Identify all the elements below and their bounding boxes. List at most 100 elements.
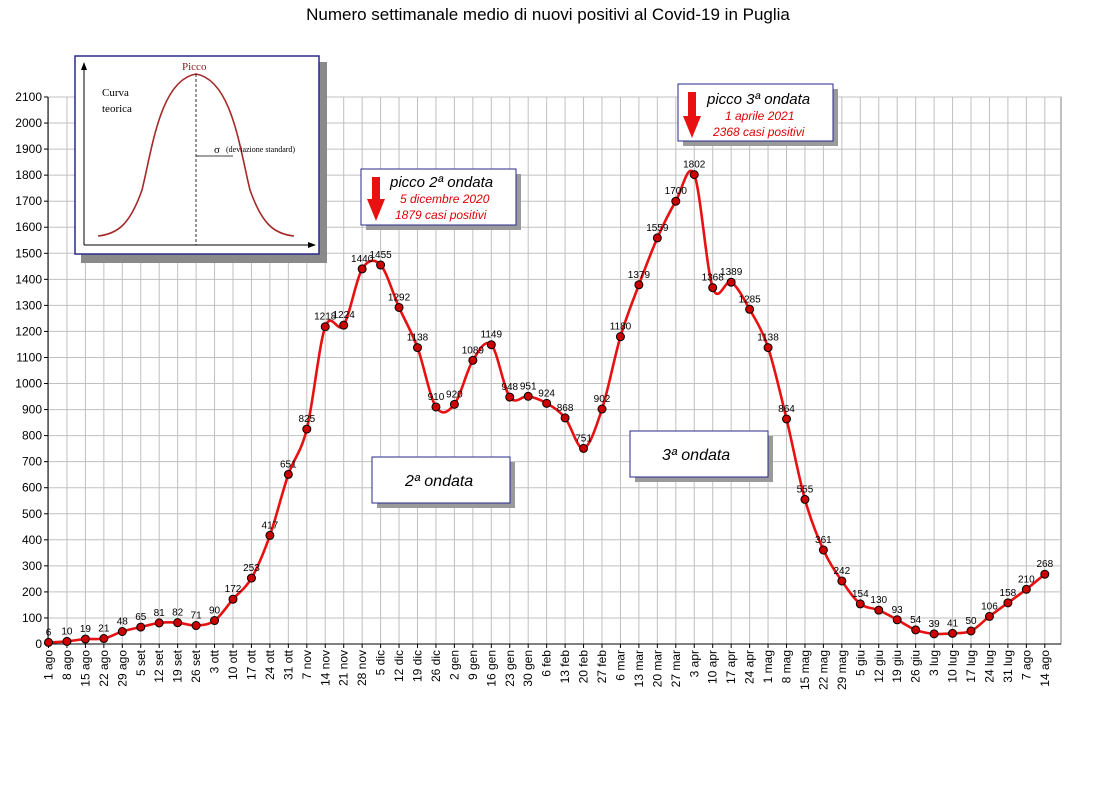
peak3-annotation: picco 3ª ondata 1 aprile 2021 2368 casi … bbox=[677, 83, 838, 146]
peak2-box bbox=[360, 168, 517, 226]
x-tick-label: 20 feb bbox=[577, 650, 591, 684]
x-tick-label: 5 giu bbox=[853, 650, 867, 676]
x-tick-label: 10 apr bbox=[706, 650, 720, 684]
x-tick-label: 23 gen bbox=[503, 650, 517, 687]
x-tick-label: 10 lug bbox=[946, 650, 960, 683]
data-label: 253 bbox=[243, 563, 260, 574]
data-point bbox=[911, 625, 921, 635]
data-point bbox=[745, 304, 755, 314]
data-point bbox=[246, 573, 256, 583]
inset-peak-label: Picco bbox=[182, 61, 207, 73]
data-label: 210 bbox=[1018, 574, 1035, 585]
y-tick-label: 1600 bbox=[15, 220, 42, 234]
x-tick-label: 22 ago bbox=[97, 650, 111, 687]
x-tick-label: 15 ago bbox=[78, 650, 92, 687]
data-label: 65 bbox=[135, 612, 147, 623]
data-point bbox=[671, 196, 681, 206]
data-label: 154 bbox=[852, 589, 869, 600]
x-tick-label: 19 set bbox=[171, 649, 185, 682]
data-point bbox=[357, 264, 367, 274]
inset-curve-label-1: Curva bbox=[102, 87, 129, 99]
x-tick-label: 26 dic bbox=[429, 650, 443, 682]
data-point bbox=[542, 398, 552, 408]
y-tick-label: 1000 bbox=[15, 377, 42, 391]
peak3-title: picco 3ª ondata bbox=[706, 91, 810, 108]
data-point bbox=[283, 469, 293, 479]
data-point bbox=[523, 391, 533, 401]
data-point bbox=[154, 618, 164, 628]
x-tick-label: 30 gen bbox=[521, 650, 535, 687]
x-tick-label: 16 gen bbox=[484, 650, 498, 687]
data-point bbox=[708, 283, 718, 293]
x-tick-label: 9 gen bbox=[466, 650, 480, 680]
y-tick-label: 400 bbox=[22, 533, 42, 547]
data-point bbox=[579, 443, 589, 453]
data-label: 1089 bbox=[462, 345, 485, 356]
data-label: 1292 bbox=[388, 292, 411, 303]
x-axis: 1 ago 8 ago 15 ago 22 ago 29 ago 5 set 12 set 1… bbox=[42, 643, 1061, 690]
data-label: 54 bbox=[910, 615, 922, 626]
data-point bbox=[117, 626, 127, 636]
data-point bbox=[615, 332, 625, 342]
data-label: 868 bbox=[557, 403, 574, 414]
data-label: 1138 bbox=[407, 333, 429, 344]
data-point bbox=[449, 399, 459, 409]
x-tick-label: 7 ago bbox=[1019, 650, 1033, 680]
data-label: 130 bbox=[870, 595, 887, 606]
data-point bbox=[302, 424, 312, 434]
data-label: 1285 bbox=[738, 294, 761, 305]
data-point bbox=[800, 494, 810, 504]
x-tick-label: 31 lug bbox=[1001, 650, 1015, 683]
wave3-label: 3ª ondata bbox=[662, 447, 730, 464]
x-tick-label: 29 mag bbox=[835, 650, 849, 690]
data-label: 81 bbox=[154, 608, 166, 619]
x-tick-label: 5 dic bbox=[374, 650, 388, 675]
data-label: 19 bbox=[80, 624, 92, 635]
y-tick-label: 900 bbox=[22, 403, 42, 417]
x-tick-label: 1 mag bbox=[761, 650, 775, 683]
data-label: 948 bbox=[501, 382, 518, 393]
x-tick-label: 21 nov bbox=[337, 650, 351, 686]
data-label: 158 bbox=[1000, 588, 1017, 599]
data-point bbox=[1040, 569, 1050, 579]
y-axis: 0 100 200 300 400 500 600 700 800 900 1000 1100 1200… bbox=[15, 90, 49, 651]
data-point bbox=[136, 622, 146, 632]
data-point bbox=[892, 615, 902, 625]
data-label: 50 bbox=[965, 616, 977, 627]
x-tick-label: 27 feb bbox=[595, 650, 609, 684]
data-label: 172 bbox=[225, 584, 242, 595]
y-tick-label: 1700 bbox=[15, 194, 42, 208]
data-label: 555 bbox=[797, 484, 814, 495]
x-tick-label: 12 giu bbox=[872, 650, 886, 683]
x-tick-label: 3 apr bbox=[687, 650, 701, 677]
x-tick-label: 6 feb bbox=[540, 650, 554, 677]
peak2-cases: 1879 casi positivi bbox=[395, 208, 487, 222]
x-tick-label: 8 ago bbox=[60, 650, 74, 680]
data-point bbox=[560, 413, 570, 423]
data-point bbox=[80, 634, 90, 644]
plot-area: 0 100 200 300 400 500 600 700 800 900 1000 1100 1200… bbox=[15, 90, 1062, 690]
wave2-label: 2ª ondata bbox=[404, 473, 473, 490]
x-tick-label: 29 ago bbox=[115, 650, 129, 687]
data-point bbox=[984, 611, 994, 621]
data-point bbox=[394, 302, 404, 312]
data-label: 10 bbox=[61, 626, 73, 637]
data-label: 751 bbox=[575, 433, 592, 444]
data-point bbox=[265, 530, 275, 540]
data-label: 41 bbox=[947, 618, 959, 629]
y-tick-label: 1100 bbox=[16, 350, 42, 364]
data-label: 93 bbox=[892, 605, 904, 616]
data-point bbox=[62, 636, 72, 646]
y-tick-label: 1500 bbox=[15, 246, 42, 260]
y-tick-label: 300 bbox=[22, 559, 42, 573]
data-point bbox=[486, 340, 496, 350]
data-point bbox=[874, 605, 884, 615]
data-point bbox=[210, 616, 220, 626]
x-tick-label: 15 mag bbox=[798, 650, 812, 690]
x-tick-label: 31 ott bbox=[281, 649, 295, 680]
data-point bbox=[99, 634, 109, 644]
data-label: 361 bbox=[815, 535, 832, 546]
data-label: 1379 bbox=[628, 270, 651, 281]
data-label: 1218 bbox=[314, 312, 337, 323]
